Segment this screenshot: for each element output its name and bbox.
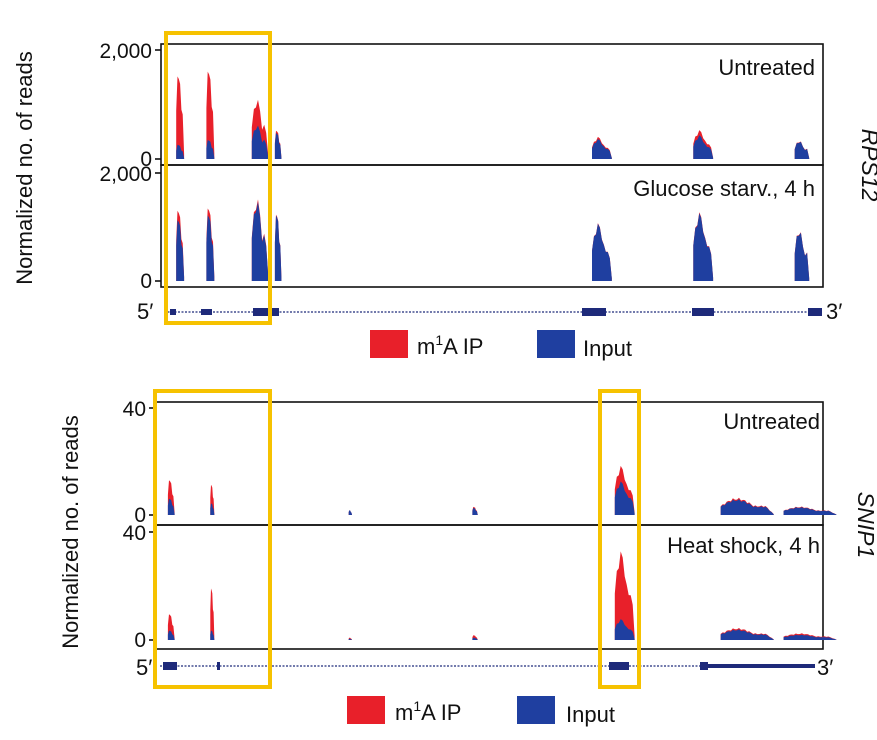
highlight-box bbox=[153, 389, 272, 689]
input-peak bbox=[472, 508, 478, 515]
input-peak bbox=[176, 220, 185, 281]
exon-block bbox=[700, 662, 708, 670]
legend-ip-swatch bbox=[370, 330, 408, 358]
exon-block bbox=[253, 308, 279, 316]
three-prime-label: 3′ bbox=[817, 655, 833, 680]
m1a-ip-peak bbox=[176, 76, 185, 159]
gene-label: SNIP1 bbox=[853, 492, 877, 558]
input-peak bbox=[167, 630, 175, 640]
m1a-ip-peak bbox=[206, 71, 215, 159]
exon-block bbox=[808, 308, 822, 316]
legend-input-swatch bbox=[537, 330, 575, 358]
condition-label: Untreated bbox=[723, 409, 820, 434]
input-peak bbox=[176, 144, 185, 159]
y-tick-label: 2,000 bbox=[99, 163, 152, 186]
input-peak bbox=[720, 629, 774, 640]
y-tick-label: 0 bbox=[134, 504, 146, 527]
utr-block bbox=[708, 664, 815, 668]
coverage-track bbox=[176, 199, 810, 281]
y-axis-label: Normalized no. of reads bbox=[58, 415, 83, 649]
y-tick-label: 40 bbox=[123, 522, 146, 545]
input-peak bbox=[783, 634, 837, 640]
exon-block bbox=[201, 309, 212, 315]
input-peak bbox=[206, 215, 215, 281]
coverage-track bbox=[167, 551, 837, 640]
legend-input-label: Input bbox=[566, 702, 615, 727]
condition-label: Heat shock, 4 h bbox=[667, 533, 820, 558]
input-peak bbox=[794, 232, 810, 281]
highlight-box bbox=[598, 389, 641, 689]
exon-block bbox=[170, 309, 176, 315]
condition-label: Glucose starv., 4 h bbox=[633, 176, 815, 201]
input-peak bbox=[274, 215, 282, 281]
y-tick-label: 2,000 bbox=[99, 40, 152, 63]
input-peak bbox=[592, 139, 612, 159]
input-peak bbox=[210, 630, 215, 640]
condition-label: Untreated bbox=[718, 55, 815, 80]
input-peak bbox=[210, 503, 215, 515]
input-peak bbox=[614, 619, 635, 640]
input-peak bbox=[614, 481, 635, 515]
m1a-ip-peak bbox=[210, 588, 215, 640]
coverage-track bbox=[176, 71, 810, 159]
y-tick-label: 0 bbox=[140, 270, 152, 293]
exon-block bbox=[582, 308, 606, 316]
input-peak bbox=[348, 638, 352, 640]
input-peak bbox=[206, 140, 215, 159]
five-prime-label: 5′ bbox=[136, 655, 152, 680]
input-peak bbox=[794, 141, 810, 159]
input-peak bbox=[783, 507, 837, 515]
legend-ip-label: m1A IP bbox=[417, 332, 483, 359]
input-peak bbox=[167, 498, 175, 515]
input-peak bbox=[693, 135, 714, 159]
y-tick-label: 40 bbox=[123, 398, 146, 421]
legend-ip-swatch bbox=[347, 696, 385, 724]
input-peak bbox=[348, 510, 352, 515]
input-peak bbox=[251, 201, 269, 281]
gene-label: RPS12 bbox=[857, 129, 877, 202]
input-peak bbox=[693, 213, 714, 281]
exon-block bbox=[163, 662, 177, 670]
input-peak bbox=[251, 125, 269, 159]
chart-rps12: Normalized no. of reads 2,000 0 Untreate… bbox=[12, 31, 877, 361]
panel-frame bbox=[160, 164, 824, 288]
y-tick-label: 0 bbox=[134, 629, 146, 652]
three-prime-label: 3′ bbox=[826, 299, 842, 324]
input-peak bbox=[274, 133, 282, 159]
chart-snip1: Normalized no. of reads 40 0 Untreated 4… bbox=[58, 389, 877, 727]
exon-block bbox=[217, 662, 220, 670]
y-axis-label: Normalized no. of reads bbox=[12, 51, 37, 285]
y-tick-label: 0 bbox=[140, 148, 152, 171]
exon-block bbox=[609, 662, 629, 670]
highlight-box bbox=[164, 31, 272, 325]
five-prime-label: 5′ bbox=[137, 299, 153, 324]
exon-block bbox=[692, 308, 714, 316]
input-peak bbox=[720, 499, 774, 515]
input-peak bbox=[592, 223, 612, 281]
m1a-ip-peak bbox=[614, 551, 635, 640]
input-peak bbox=[472, 637, 478, 640]
legend-input-label: Input bbox=[583, 336, 632, 361]
legend-ip-label: m1A IP bbox=[395, 698, 461, 725]
coverage-track bbox=[167, 465, 837, 515]
legend-input-swatch bbox=[517, 696, 555, 724]
